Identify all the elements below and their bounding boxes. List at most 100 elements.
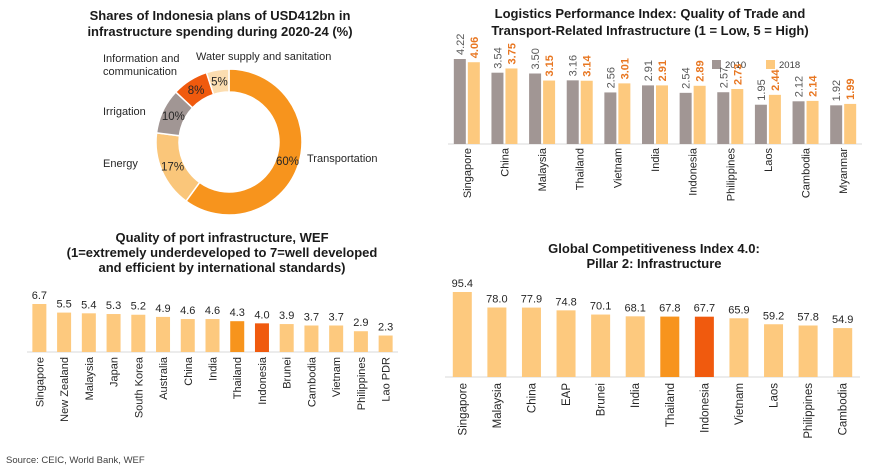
chart-title: Logistics Performance Index: Quality of … [495,6,806,21]
bar [491,72,504,144]
x-tick-label: India [208,356,220,381]
x-tick-label: Brunei [596,383,608,416]
bar [844,103,857,144]
bar [642,85,654,144]
data-label: 3.15 [544,55,556,76]
data-label: 2.91 [657,60,669,81]
data-label: 2.14 [808,75,820,97]
slice-category-label: Irrigation [103,106,146,118]
x-tick-label: Cambodia [306,356,318,407]
x-tick-label: Indonesia [257,356,269,405]
bar [543,80,556,144]
x-tick-label: Philippines [725,148,737,202]
bar [452,292,472,377]
data-label: 2.91 [643,60,655,81]
x-tick-label: Singapore [34,357,46,407]
chart-title: Quality of port infrastructure, WEF [115,230,328,245]
x-tick-label: Myanmar [838,148,850,194]
bar [591,314,611,377]
data-label: 3.01 [619,58,631,79]
bar [830,105,843,144]
bar [693,85,706,144]
pie-slice [205,68,230,96]
bar [205,319,220,352]
x-tick-label: India [650,147,662,172]
slice-value-label: 10% [162,111,185,123]
chart-title: infrastructure spending during 2020-24 (… [87,24,352,39]
data-label: 77.9 [521,294,542,306]
bar [230,321,245,352]
bar [566,80,579,144]
bar [156,316,171,352]
data-label: 4.22 [455,34,467,55]
bar [625,316,645,377]
x-tick-label: Thailand [665,383,677,427]
bar [304,325,319,352]
x-tick-label: Malaysia [492,382,504,428]
data-label: 2.44 [770,69,782,91]
slice-value-label: 17% [161,161,184,173]
bar [81,313,96,352]
x-tick-label: China [499,147,511,177]
data-label: 3.9 [279,310,294,322]
data-label: 57.8 [797,312,818,324]
data-label: 4.06 [469,37,481,58]
pie-slice [185,68,303,216]
data-label: 3.16 [568,55,580,76]
data-label: 4.3 [230,307,245,319]
x-tick-label: EAP [561,383,573,406]
bar [604,92,617,144]
chart-title: Global Competitiveness Index 4.0: [548,241,760,256]
bar [453,59,466,144]
x-tick-label: Laos [769,383,781,408]
legend-swatch [712,60,721,69]
slice-category-label: Information and [103,53,179,65]
data-label: 65.9 [728,304,749,316]
slice-category-label: Water supply and sanitation [196,51,331,63]
x-tick-label: Japan [109,357,121,387]
x-tick-label: New Zealand [59,357,71,422]
data-label: 4.6 [180,305,195,317]
source-note: Source: CEIC, World Bank, WEF [6,455,145,466]
bar [131,314,146,352]
data-label: 67.8 [659,303,680,315]
bar [618,83,631,144]
bar [505,68,518,144]
x-tick-label: Philippines [356,357,368,411]
data-label: 1.92 [831,80,843,101]
data-label: 3.50 [530,48,542,69]
bar [521,307,541,377]
bar [32,304,47,352]
data-label: 3.14 [582,54,594,76]
x-tick-label: Cambodia [838,382,850,435]
bar [792,101,805,144]
x-tick-label: Philippines [803,383,815,439]
bar [378,335,393,352]
bar [106,314,121,352]
data-label: 1.95 [756,79,768,100]
data-label: 2.56 [605,67,617,88]
x-tick-label: China [526,382,538,413]
x-tick-label: Laos [763,148,775,172]
chart-title: Transport-Related Infrastructure (1 = Lo… [491,23,808,38]
x-tick-label: Thailand [232,357,244,399]
data-label: 5.5 [56,299,71,311]
bar [467,62,480,144]
x-tick-label: Vietnam [612,148,624,188]
data-label: 2.9 [353,317,368,329]
bar [679,92,692,144]
bar [764,324,784,377]
legend-swatch [766,60,775,69]
data-label: 68.1 [624,302,645,314]
data-label: 3.54 [492,47,504,68]
bar [656,85,668,144]
x-tick-label: Lao PDR [381,357,393,402]
bar [279,324,294,352]
x-tick-label: Thailand [575,148,587,190]
bar [754,104,767,144]
bar [529,73,542,144]
x-tick-label: Vietnam [331,357,343,397]
data-label: 2.73 [732,64,744,85]
slice-value-label: 5% [211,76,228,88]
bar [717,92,730,144]
